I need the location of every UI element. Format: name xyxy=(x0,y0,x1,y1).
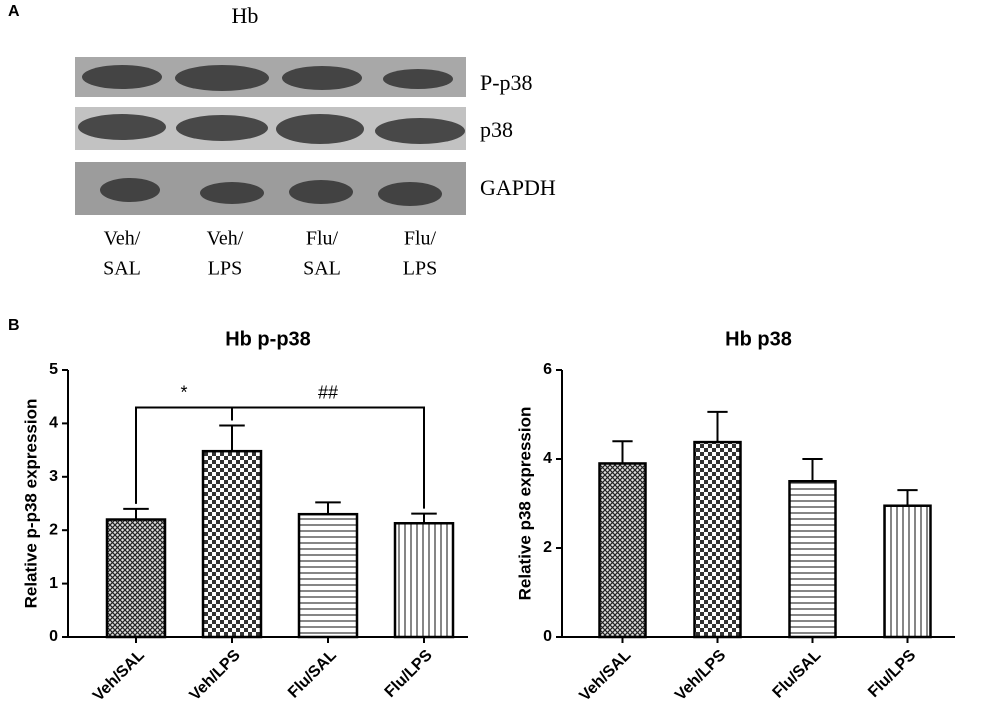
error-bar xyxy=(315,501,341,515)
bar xyxy=(201,449,263,639)
x-tick-label: Veh/SAL xyxy=(576,647,634,705)
bar xyxy=(693,440,742,639)
bar xyxy=(393,522,455,639)
bar xyxy=(883,504,932,639)
y-axis-label: Relative p38 expression xyxy=(515,407,534,601)
blot-label: p38 xyxy=(480,117,513,142)
error-bar xyxy=(707,410,728,443)
y-tick-label: 2 xyxy=(543,539,552,556)
y-tick-label: 4 xyxy=(49,415,58,432)
x-tick-label: Veh/LPS xyxy=(672,647,730,705)
y-tick-label: 5 xyxy=(49,361,58,378)
lane-label: Flu/ xyxy=(306,228,339,250)
y-tick-label: 3 xyxy=(49,468,58,485)
lane-label: LPS xyxy=(403,258,437,280)
error-bar xyxy=(219,424,245,452)
y-tick-label: 0 xyxy=(543,628,552,645)
error-bar xyxy=(123,507,149,520)
lane-label: Veh/ xyxy=(207,228,244,250)
bar xyxy=(788,480,837,639)
panel-label: B xyxy=(8,317,20,334)
y-tick-label: 0 xyxy=(49,628,58,645)
y-tick-label: 6 xyxy=(543,361,552,378)
bar xyxy=(598,462,647,639)
y-tick-label: 4 xyxy=(543,450,552,467)
bar xyxy=(297,512,359,639)
x-tick-label: Veh/SAL xyxy=(90,647,148,705)
significance-label: ## xyxy=(318,382,338,402)
error-bar xyxy=(612,440,633,464)
blots xyxy=(75,57,466,215)
blot-title: Hb xyxy=(232,3,259,28)
x-tick-label: Flu/LPS xyxy=(382,647,436,701)
lane-labels: Veh/SAL Veh/LPS Flu/SAL Flu/LPS xyxy=(103,228,437,280)
y-tick-label: 1 xyxy=(49,575,58,592)
error-bar xyxy=(802,458,823,482)
chart-title: Hb p38 xyxy=(725,328,792,350)
chart-title: Hb p-p38 xyxy=(225,328,311,350)
bar xyxy=(105,518,167,639)
blot-label: GAPDH xyxy=(480,175,556,200)
y-axis-label: Relative p-p38 expression xyxy=(21,399,40,609)
x-tick-label: Veh/LPS xyxy=(187,647,245,705)
lane-label: SAL xyxy=(103,258,141,280)
error-bar xyxy=(411,512,437,524)
x-tick-label: Flu/SAL xyxy=(285,647,340,702)
lane-label: SAL xyxy=(303,258,341,280)
blot-label: P-p38 xyxy=(480,70,533,95)
significance-label: * xyxy=(180,382,187,402)
panel-label: A xyxy=(8,3,20,20)
lane-label: Veh/ xyxy=(104,228,141,250)
y-tick-label: 2 xyxy=(49,521,58,538)
lane-label: Flu/ xyxy=(404,228,437,250)
significance-bracket xyxy=(231,406,425,509)
x-tick-label: Flu/LPS xyxy=(865,647,919,701)
x-tick-label: Flu/SAL xyxy=(770,647,825,702)
lane-label: LPS xyxy=(208,258,242,280)
error-bar xyxy=(897,489,918,506)
